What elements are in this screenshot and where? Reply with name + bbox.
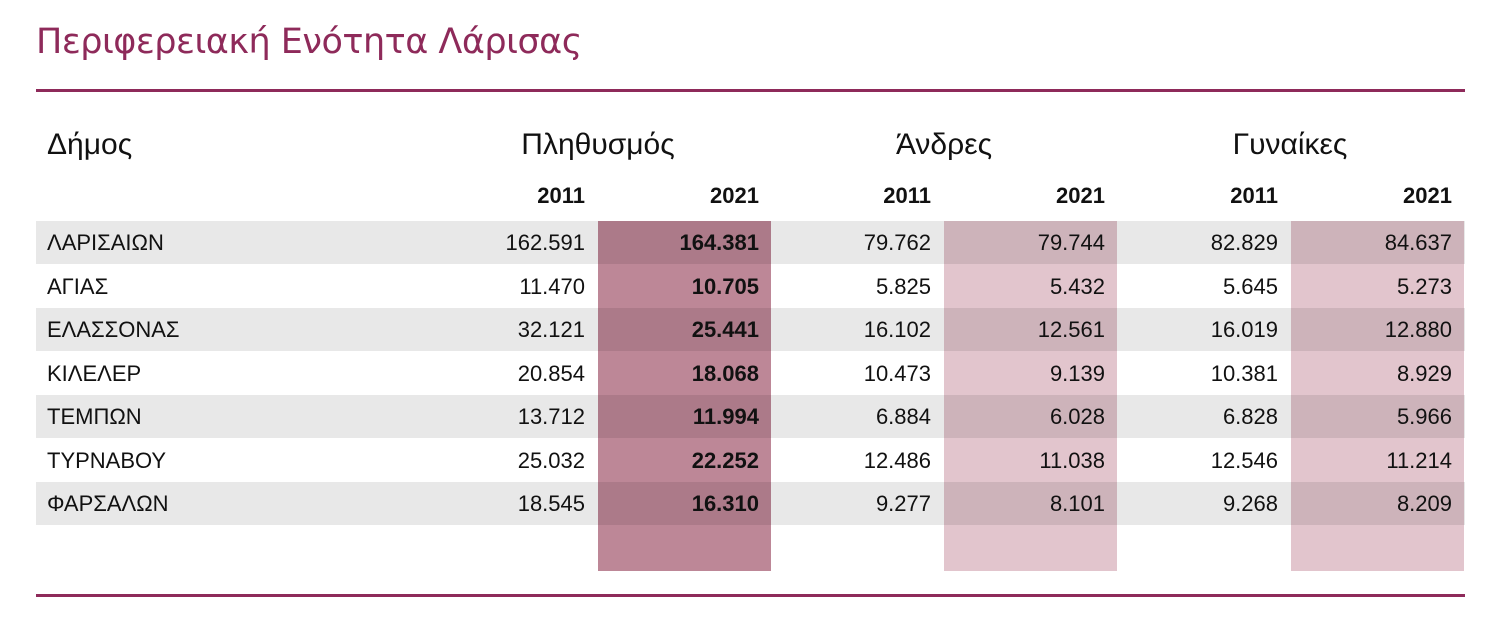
- cell-women-2011: 16.019: [1210, 317, 1278, 342]
- population-2021-highlight: [598, 221, 771, 571]
- cell-women-2011: 82.829: [1210, 230, 1278, 255]
- cell-women-2021: 12.880: [1384, 317, 1452, 342]
- population-header: Πληθυσμός: [521, 128, 675, 161]
- municipality-name: ΑΓΙΑΣ: [47, 274, 109, 299]
- cell-men-2011: 79.762: [863, 230, 931, 255]
- cell-men-2011: 10.473: [863, 361, 931, 386]
- cell-population-2021: 164.381: [679, 230, 759, 255]
- cell-population-2011: 18.545: [517, 491, 585, 516]
- cell-men-2021: 12.561: [1037, 317, 1105, 342]
- cell-women-2021: 11.214: [1386, 448, 1452, 473]
- cell-women-2011: 10.381: [1210, 361, 1278, 386]
- year-header-population-2021: 2021: [710, 183, 759, 208]
- year-header-women-2021: 2021: [1403, 183, 1452, 208]
- women-2021-highlight: [1291, 221, 1464, 571]
- row-stripe: [36, 482, 1465, 525]
- row-stripe: [36, 395, 1465, 438]
- cell-women-2021: 84.637: [1384, 230, 1452, 255]
- cell-men-2021: 11.038: [1039, 448, 1105, 473]
- cell-men-2011: 6.884: [875, 404, 931, 429]
- cell-population-2021: 11.994: [692, 404, 759, 429]
- cell-population-2011: 32.121: [517, 317, 585, 342]
- municipality-name: ΚΙΛΕΛΕΡ: [47, 361, 142, 386]
- year-header-men-2021: 2021: [1056, 183, 1105, 208]
- municipality-name: ΛΑΡΙΣΑΙΩΝ: [47, 230, 164, 255]
- cell-men-2021: 5.432: [1049, 274, 1105, 299]
- cell-men-2011: 12.486: [863, 448, 931, 473]
- cell-women-2021: 8.209: [1396, 491, 1452, 516]
- women-header: Γυναίκες: [1232, 128, 1348, 161]
- municipality-header: Δήμος: [47, 128, 133, 161]
- municipality-name: ΦΑΡΣΑΛΩΝ: [47, 491, 169, 516]
- top-divider: [36, 89, 1465, 92]
- cell-population-2011: 11.470: [519, 274, 585, 299]
- cell-women-2021: 8.929: [1396, 361, 1452, 386]
- men-2021-highlight: [944, 221, 1117, 571]
- row-stripe: [36, 308, 1465, 351]
- cell-men-2011: 9.277: [875, 491, 931, 516]
- year-header-women-2011: 2011: [1230, 183, 1278, 208]
- cell-population-2011: 162.591: [505, 230, 585, 255]
- cell-men-2021: 6.028: [1049, 404, 1105, 429]
- cell-population-2021: 22.252: [691, 448, 759, 473]
- cell-men-2021: 79.744: [1037, 230, 1105, 255]
- cell-men-2011: 5.825: [875, 274, 931, 299]
- cell-men-2011: 16.102: [863, 317, 931, 342]
- cell-population-2011: 20.854: [517, 361, 585, 386]
- page-title: Περιφερειακή Ενότητα Λάρισας: [36, 22, 582, 62]
- year-header-men-2011: 2011: [883, 183, 931, 208]
- municipality-name: ΤΥΡΝΑΒΟΥ: [47, 448, 167, 473]
- cell-men-2021: 9.139: [1049, 361, 1105, 386]
- municipality-name: ΤΕΜΠΩΝ: [47, 404, 142, 429]
- cell-women-2011: 9.268: [1222, 491, 1278, 516]
- cell-population-2011: 13.712: [517, 404, 585, 429]
- cell-women-2021: 5.966: [1396, 404, 1452, 429]
- municipality-name: ΕΛΑΣΣΟΝΑΣ: [47, 317, 180, 342]
- cell-population-2021: 16.310: [691, 491, 759, 516]
- cell-women-2011: 5.645: [1222, 274, 1278, 299]
- year-header-population-2011: 2011: [537, 183, 585, 208]
- men-header: Άνδρες: [895, 128, 993, 161]
- cell-women-2021: 5.273: [1396, 274, 1452, 299]
- cell-population-2021: 25.441: [691, 317, 759, 342]
- cell-population-2011: 25.032: [517, 448, 585, 473]
- bottom-divider: [36, 594, 1465, 597]
- cell-men-2021: 8.101: [1049, 491, 1105, 516]
- cell-population-2021: 10.705: [691, 274, 759, 299]
- cell-population-2021: 18.068: [691, 361, 759, 386]
- row-stripe: [36, 221, 1465, 264]
- cell-women-2011: 6.828: [1222, 404, 1278, 429]
- cell-women-2011: 12.546: [1210, 448, 1278, 473]
